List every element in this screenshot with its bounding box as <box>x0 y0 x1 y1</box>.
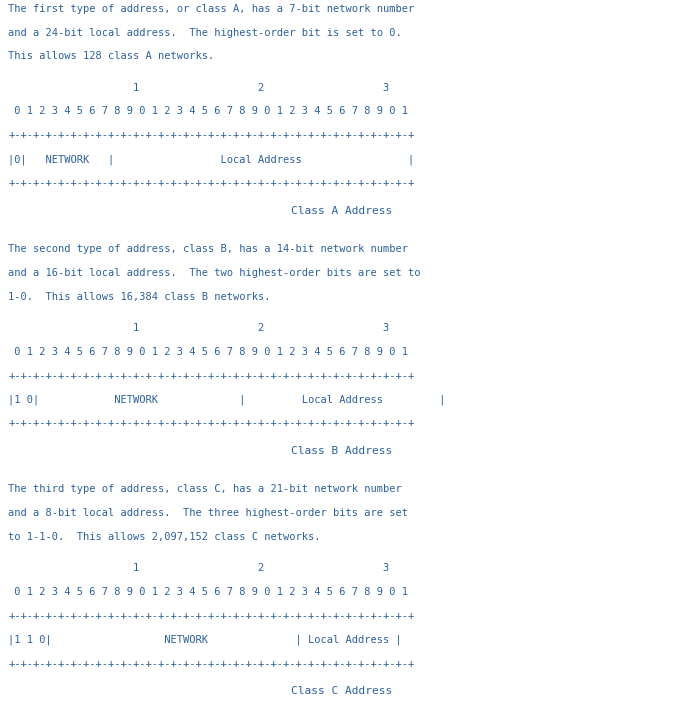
Text: This allows 128 class A networks.: This allows 128 class A networks. <box>8 51 214 62</box>
Text: and a 16-bit local address.  The two highest-order bits are set to: and a 16-bit local address. The two high… <box>8 268 421 278</box>
Text: and a 8-bit local address.  The three highest-order bits are set: and a 8-bit local address. The three hig… <box>8 508 408 518</box>
Text: Class B Address: Class B Address <box>291 446 392 456</box>
Text: The third type of address, class C, has a 21-bit network number: The third type of address, class C, has … <box>8 484 402 494</box>
Text: |1 1 0|                  NETWORK              | Local Address |: |1 1 0| NETWORK | Local Address | <box>8 635 402 646</box>
Text: 1                   2                   3: 1 2 3 <box>8 83 389 93</box>
Text: 1-0.  This allows 16,384 class B networks.: 1-0. This allows 16,384 class B networks… <box>8 292 270 302</box>
Text: 1                   2                   3: 1 2 3 <box>8 563 389 573</box>
Text: 0 1 2 3 4 5 6 7 8 9 0 1 2 3 4 5 6 7 8 9 0 1 2 3 4 5 6 7 8 9 0 1: 0 1 2 3 4 5 6 7 8 9 0 1 2 3 4 5 6 7 8 9 … <box>8 347 408 357</box>
Text: |0|   NETWORK   |                 Local Address                 |: |0| NETWORK | Local Address | <box>8 154 415 165</box>
Text: +-+-+-+-+-+-+-+-+-+-+-+-+-+-+-+-+-+-+-+-+-+-+-+-+-+-+-+-+-+-+-+-+: +-+-+-+-+-+-+-+-+-+-+-+-+-+-+-+-+-+-+-+-… <box>8 371 415 381</box>
Text: +-+-+-+-+-+-+-+-+-+-+-+-+-+-+-+-+-+-+-+-+-+-+-+-+-+-+-+-+-+-+-+-+: +-+-+-+-+-+-+-+-+-+-+-+-+-+-+-+-+-+-+-+-… <box>8 611 415 621</box>
Text: Class C Address: Class C Address <box>291 686 392 696</box>
Text: The first type of address, or class A, has a 7-bit network number: The first type of address, or class A, h… <box>8 4 415 14</box>
Text: +-+-+-+-+-+-+-+-+-+-+-+-+-+-+-+-+-+-+-+-+-+-+-+-+-+-+-+-+-+-+-+-+: +-+-+-+-+-+-+-+-+-+-+-+-+-+-+-+-+-+-+-+-… <box>8 418 415 429</box>
Text: 1                   2                   3: 1 2 3 <box>8 323 389 333</box>
Text: +-+-+-+-+-+-+-+-+-+-+-+-+-+-+-+-+-+-+-+-+-+-+-+-+-+-+-+-+-+-+-+-+: +-+-+-+-+-+-+-+-+-+-+-+-+-+-+-+-+-+-+-+-… <box>8 130 415 140</box>
Text: |1 0|            NETWORK             |         Local Address         |: |1 0| NETWORK | Local Address | <box>8 395 446 405</box>
Text: +-+-+-+-+-+-+-+-+-+-+-+-+-+-+-+-+-+-+-+-+-+-+-+-+-+-+-+-+-+-+-+-+: +-+-+-+-+-+-+-+-+-+-+-+-+-+-+-+-+-+-+-+-… <box>8 659 415 669</box>
Text: The second type of address, class B, has a 14-bit network number: The second type of address, class B, has… <box>8 244 408 254</box>
Text: 0 1 2 3 4 5 6 7 8 9 0 1 2 3 4 5 6 7 8 9 0 1 2 3 4 5 6 7 8 9 0 1: 0 1 2 3 4 5 6 7 8 9 0 1 2 3 4 5 6 7 8 9 … <box>8 587 408 597</box>
Text: and a 24-bit local address.  The highest-order bit is set to 0.: and a 24-bit local address. The highest-… <box>8 28 402 38</box>
Text: +-+-+-+-+-+-+-+-+-+-+-+-+-+-+-+-+-+-+-+-+-+-+-+-+-+-+-+-+-+-+-+-+: +-+-+-+-+-+-+-+-+-+-+-+-+-+-+-+-+-+-+-+-… <box>8 178 415 188</box>
Text: Class A Address: Class A Address <box>291 206 392 216</box>
Text: to 1-1-0.  This allows 2,097,152 class C networks.: to 1-1-0. This allows 2,097,152 class C … <box>8 532 321 542</box>
Text: 0 1 2 3 4 5 6 7 8 9 0 1 2 3 4 5 6 7 8 9 0 1 2 3 4 5 6 7 8 9 0 1: 0 1 2 3 4 5 6 7 8 9 0 1 2 3 4 5 6 7 8 9 … <box>8 106 408 117</box>
